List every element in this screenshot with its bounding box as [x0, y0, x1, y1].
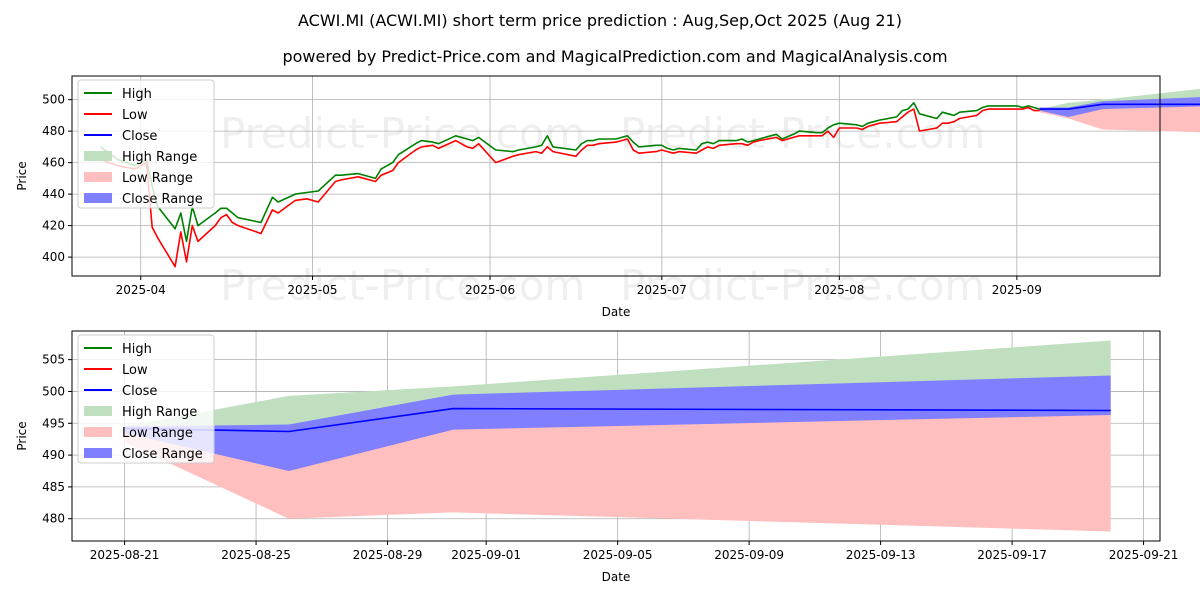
x-tick-label: 2025-09-01	[451, 548, 521, 562]
legend-swatch	[84, 406, 112, 416]
x-tick-label: 2025-09	[992, 283, 1042, 297]
legend-swatch	[84, 193, 112, 203]
y-axis-label: Price	[15, 161, 29, 190]
x-tick-label: 2025-08-25	[221, 548, 291, 562]
legend-entry: High Range	[122, 150, 197, 165]
legend-entry: High Range	[122, 405, 197, 420]
watermark-text: Predict-Price.com	[620, 109, 985, 158]
legend-swatch	[84, 448, 112, 458]
y-tick-label: 505	[42, 353, 65, 367]
chart-subtitle: powered by Predict-Price.com and Magical…	[282, 47, 947, 66]
x-tick-label: 2025-09-21	[1109, 548, 1179, 562]
forecast-detail-plot: Predict-Price.comPredict-Price.com2025-0…	[15, 330, 1179, 584]
y-tick-label: 500	[42, 93, 65, 107]
y-tick-label: 400	[42, 250, 65, 264]
y-tick-label: 480	[42, 124, 65, 138]
y-tick-label: 420	[42, 219, 65, 233]
main-price-plot: Predict-Price.com Predict-Price.com Predic…	[15, 75, 1200, 319]
y-tick-label: 480	[42, 512, 65, 526]
y-tick-label: 485	[42, 480, 65, 494]
x-tick-label: 2025-08-29	[353, 548, 423, 562]
x-tick-label: 2025-08-21	[90, 548, 160, 562]
legend-entry: High	[122, 87, 152, 102]
y-axis-label: Price	[15, 421, 29, 450]
x-tick-label: 2025-04	[116, 283, 166, 297]
x-tick-label: 2025-09-09	[714, 548, 784, 562]
legend-swatch	[84, 151, 112, 161]
legend-entry: Close Range	[122, 192, 203, 207]
y-tick-label: 495	[42, 416, 65, 430]
x-tick-label: 2025-06	[465, 283, 515, 297]
watermark-text: Predict-Price.com	[220, 261, 585, 310]
legend-entry: Low	[122, 363, 148, 378]
watermark-text: Predict-Price.com	[220, 109, 585, 158]
y-tick-label: 500	[42, 384, 65, 398]
low-line	[100, 106, 1040, 268]
legend-entry: Low Range	[122, 171, 193, 186]
x-axis-label: Date	[602, 570, 631, 584]
x-tick-label: 2025-09-17	[977, 548, 1047, 562]
x-tick-label: 2025-08	[814, 283, 864, 297]
high-line	[100, 102, 1040, 243]
legend-swatch	[84, 427, 112, 437]
legend-entry: High	[122, 342, 152, 357]
y-tick-label: 460	[42, 156, 65, 170]
close-range-area	[124, 375, 1111, 471]
x-tick-label: 2025-09-05	[583, 548, 653, 562]
legend-entry: Low	[122, 108, 148, 123]
x-axis-label: Date	[602, 305, 631, 319]
watermark-text: Predict-Price.com	[620, 261, 985, 310]
plot-frame	[71, 330, 1161, 542]
legend-entry: Close Range	[122, 447, 203, 462]
x-tick-label: 2025-05	[287, 283, 337, 297]
legend-swatch	[84, 172, 112, 182]
x-tick-label: 2025-09-13	[846, 548, 916, 562]
legend-entry: Close	[122, 129, 157, 144]
y-tick-label: 490	[42, 448, 65, 462]
y-tick-label: 440	[42, 187, 65, 201]
chart-title: ACWI.MI (ACWI.MI) short term price predi…	[298, 11, 902, 30]
legend-entry: Close	[122, 384, 157, 399]
plot-frame	[71, 75, 1161, 277]
legend-entry: Low Range	[122, 426, 193, 441]
x-tick-label: 2025-07	[637, 283, 687, 297]
